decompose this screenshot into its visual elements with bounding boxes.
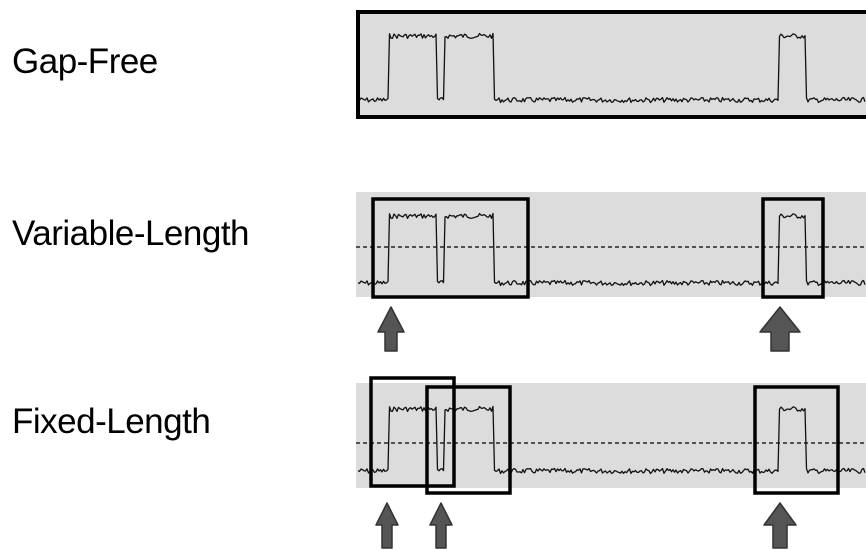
row-label-gap-free: Gap-Free xyxy=(12,42,158,81)
gap-free-trace-area xyxy=(358,12,866,117)
gap-free-panel xyxy=(356,10,866,119)
fixed-length-trigger-arrow-1 xyxy=(375,502,399,549)
gap-free-trace xyxy=(357,32,866,104)
variable-length-trace xyxy=(357,212,866,287)
row-label-fixed-length: Fixed-Length xyxy=(12,402,211,441)
fixed-length-trace xyxy=(357,405,866,475)
fixed-length-window-3 xyxy=(753,385,840,495)
fixed-length-trace-area xyxy=(356,383,866,488)
variable-length-trigger-arrow-2 xyxy=(759,306,801,352)
gap-free-frame xyxy=(356,10,866,119)
variable-length-window-1 xyxy=(371,197,530,299)
fixed-length-panel xyxy=(356,376,866,549)
variable-length-panel xyxy=(356,192,866,352)
row-label-variable-length: Variable-Length xyxy=(12,214,250,253)
variable-length-window-2 xyxy=(761,197,825,299)
fixed-length-trigger-arrow-2 xyxy=(429,502,453,549)
variable-length-trace-area xyxy=(356,192,866,297)
fixed-length-trigger-arrow-3 xyxy=(763,502,797,549)
variable-length-trigger-arrow-1 xyxy=(377,306,405,352)
fixed-length-window-2 xyxy=(425,385,512,495)
fixed-length-window-1 xyxy=(369,376,456,488)
